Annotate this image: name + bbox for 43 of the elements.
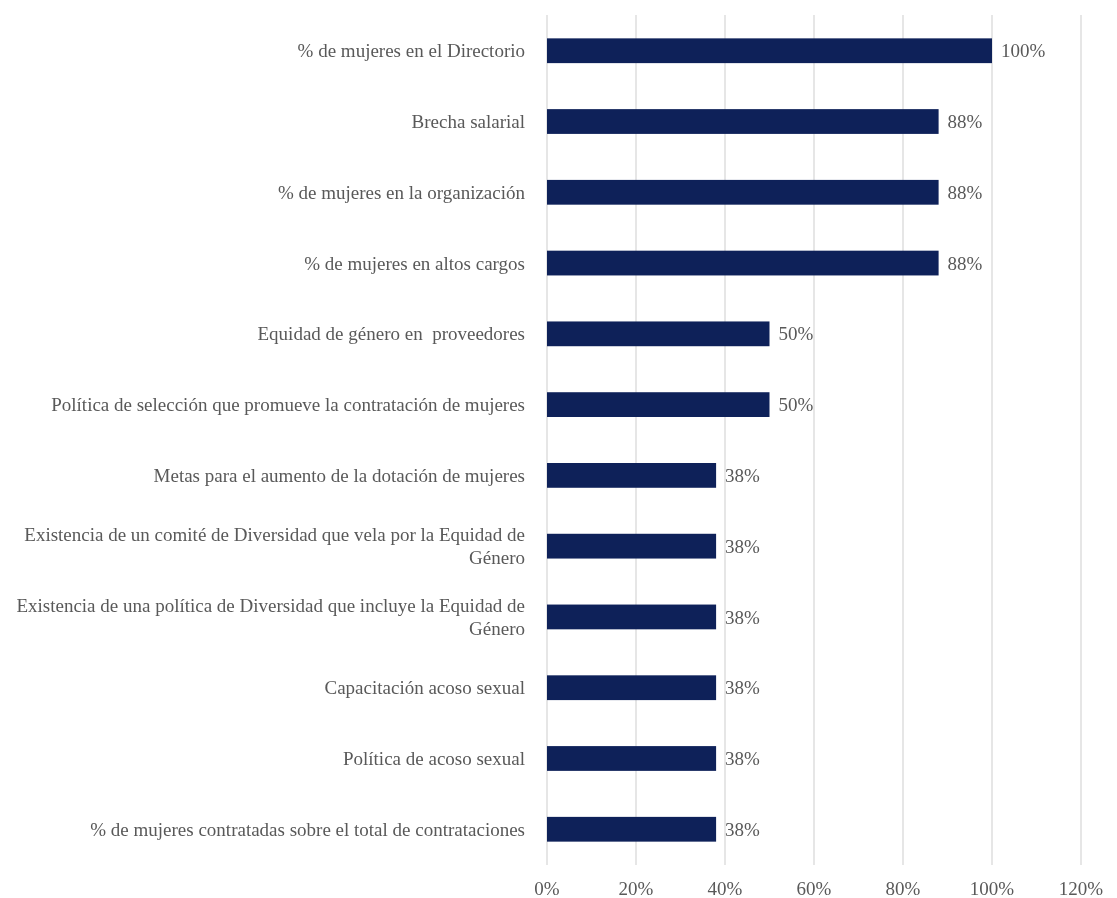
y-tick-label: Existencia de un comité de Diversidad que vela por la Equidad de Género [24,524,525,569]
x-tick-label: 0% [534,878,560,898]
data-label: 38% [725,818,761,840]
y-tick-label: Equidad de género en proveedores [257,323,525,345]
bar [547,179,939,205]
bar [547,533,717,559]
data-label: 38% [725,748,761,770]
y-tick-label: Metas para el aumento de la dotación de mujeres [153,465,525,487]
y-tick-label: % de mujeres en la organización [277,181,526,203]
data-label: 88% [947,252,983,274]
x-tick-label: 40% [707,878,743,898]
bar [547,250,939,276]
y-tick-label: Existencia de una política de Diversidad que incluye la Equidad de Género [16,595,525,640]
y-tick-label: Política de acoso sexual [342,748,525,770]
bar [547,392,770,417]
data-label: 50% [778,323,814,345]
y-tick-label: % de mujeres en altos cargos [304,252,525,274]
y-tick-label: % de mujeres contratadas sobre el total de contrataciones [90,818,525,840]
data-label: 38% [725,535,761,557]
bar [547,321,770,347]
x-tick-label: 120% [1058,878,1104,898]
bar [547,38,992,64]
bar [547,604,717,630]
data-label: 88% [947,181,983,203]
y-tick-label: Capacitación acoso sexual [324,677,525,699]
x-tick-label: 100% [969,878,1015,898]
bar [547,109,939,134]
x-tick-label: 80% [885,878,921,898]
y-tick-label: Política de selección que promueve la contratación de mujeres [51,394,525,416]
bar [547,746,717,771]
data-label: 88% [947,111,983,133]
data-label: 38% [725,606,761,628]
y-tick-label: Brecha salarial [411,111,525,133]
data-label: 38% [725,677,761,699]
x-tick-label: 60% [796,878,832,898]
bar [547,675,717,701]
data-label: 100% [1001,40,1046,62]
y-tick-label: % de mujeres en el Directorio [297,40,525,62]
bar [547,463,717,488]
x-tick-label: 20% [618,878,654,898]
data-label: 38% [725,465,761,487]
data-label: 50% [778,394,814,416]
bar [547,816,717,842]
